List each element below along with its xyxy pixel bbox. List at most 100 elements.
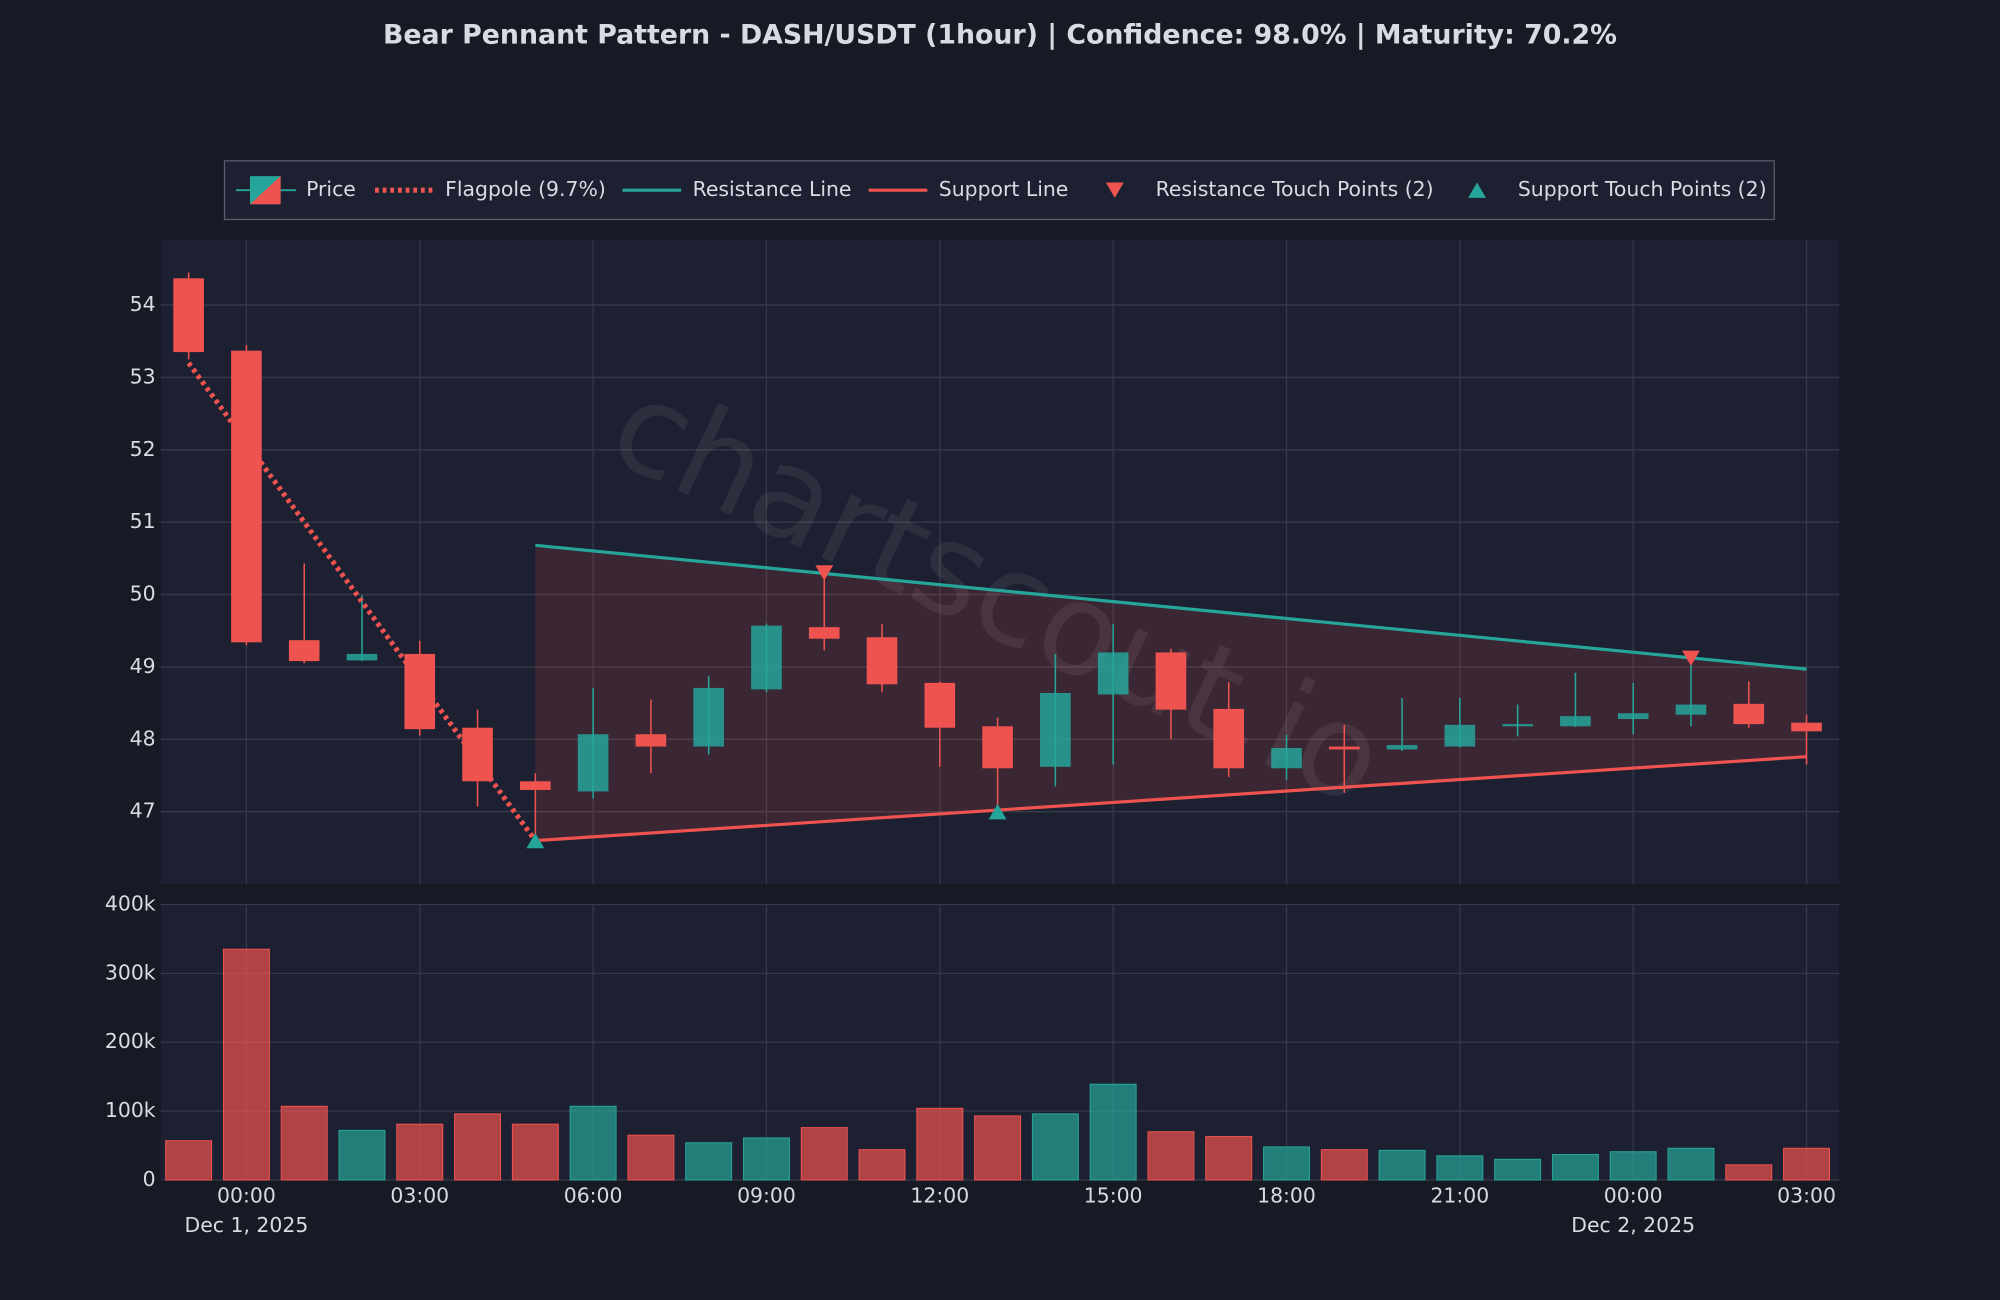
y-tick-label: 0 bbox=[143, 1167, 156, 1191]
candle-body bbox=[1040, 692, 1071, 767]
volume-bar bbox=[396, 1123, 444, 1181]
candle-body bbox=[635, 734, 667, 747]
volume-bar bbox=[1205, 1136, 1253, 1181]
candle-body bbox=[577, 734, 609, 792]
candle-body bbox=[1386, 745, 1418, 750]
y-tick-label: 51 bbox=[130, 509, 156, 533]
candle-body bbox=[1271, 747, 1302, 769]
candle-body bbox=[1502, 724, 1533, 727]
candle-body bbox=[1444, 724, 1476, 747]
volume-bar bbox=[800, 1127, 848, 1181]
candle-body bbox=[1155, 652, 1187, 710]
touch-point bbox=[988, 804, 1007, 820]
x-tick-label: 00:00 bbox=[217, 1184, 276, 1208]
x-date-label: Dec 1, 2025 bbox=[185, 1213, 309, 1237]
legend-label: Resistance Touch Points (2) bbox=[1156, 177, 1434, 201]
candle-body bbox=[808, 627, 840, 639]
candle-body bbox=[1097, 652, 1129, 695]
touch-point bbox=[815, 565, 834, 581]
y-tick-label: 100k bbox=[105, 1098, 156, 1122]
y-tick-label: 49 bbox=[130, 654, 156, 678]
candle-body bbox=[751, 625, 782, 690]
legend-label: Support Touch Points (2) bbox=[1518, 177, 1767, 201]
y-tick-label: 300k bbox=[105, 960, 156, 984]
volume-bar bbox=[916, 1107, 964, 1181]
volume-bar bbox=[280, 1105, 328, 1181]
legend-label: Support Line bbox=[939, 177, 1069, 201]
x-date-label: Dec 2, 2025 bbox=[1571, 1213, 1695, 1237]
y-tick-label: 53 bbox=[130, 364, 156, 388]
volume-bar bbox=[1263, 1146, 1310, 1181]
volume-bar bbox=[1609, 1151, 1657, 1181]
volume-bar bbox=[165, 1140, 213, 1181]
legend-label: Resistance Line bbox=[693, 177, 852, 201]
volume-bar bbox=[627, 1134, 675, 1181]
candle-body bbox=[982, 726, 1013, 769]
candle-body bbox=[173, 278, 204, 353]
legend-label: Price bbox=[306, 177, 356, 201]
volume-bar bbox=[511, 1123, 559, 1181]
volume-bar bbox=[1725, 1164, 1773, 1181]
touch-point bbox=[526, 832, 545, 849]
volume-bar bbox=[454, 1113, 502, 1181]
x-tick-label: 21:00 bbox=[1430, 1184, 1489, 1208]
candle-body bbox=[1733, 703, 1765, 725]
candle-body bbox=[231, 350, 262, 643]
volume-bar bbox=[1147, 1131, 1195, 1181]
candle-body bbox=[866, 637, 898, 685]
volume-bar bbox=[1494, 1158, 1542, 1181]
legend-swatch bbox=[1105, 182, 1124, 198]
volume-bar bbox=[974, 1115, 1022, 1181]
volume-bar bbox=[1783, 1147, 1831, 1181]
candle-body bbox=[1328, 746, 1360, 750]
x-tick-label: 12:00 bbox=[910, 1184, 969, 1208]
candle-body bbox=[1560, 716, 1591, 727]
touch-point bbox=[1682, 650, 1700, 666]
x-tick-label: 18:00 bbox=[1257, 1184, 1316, 1208]
volume-bar bbox=[1436, 1155, 1484, 1181]
y-tick-label: 54 bbox=[130, 292, 156, 316]
candle-body bbox=[693, 687, 724, 747]
y-tick-label: 48 bbox=[130, 726, 156, 750]
x-tick-label: 09:00 bbox=[737, 1184, 796, 1208]
pattern-line bbox=[186, 361, 538, 843]
volume-bar bbox=[569, 1105, 617, 1181]
chart-title: Bear Pennant Pattern - DASH/USDT (1hour)… bbox=[383, 19, 1617, 50]
candle-body bbox=[404, 653, 436, 730]
pattern-line bbox=[535, 543, 1807, 671]
volume-bar bbox=[1089, 1083, 1137, 1181]
volume-bar bbox=[685, 1142, 733, 1181]
y-tick-label: 50 bbox=[130, 582, 156, 606]
candle-body bbox=[520, 781, 551, 790]
y-tick-label: 47 bbox=[130, 799, 156, 823]
y-tick-label: 52 bbox=[130, 437, 156, 461]
legend-label: Flagpole (9.7%) bbox=[445, 177, 606, 201]
volume-bar bbox=[222, 948, 270, 1181]
x-tick-label: 15:00 bbox=[1084, 1184, 1143, 1208]
price-panel bbox=[160, 239, 1840, 885]
y-tick-label: 400k bbox=[105, 891, 156, 915]
candle-body bbox=[1213, 708, 1245, 769]
candle-body bbox=[288, 640, 320, 662]
candle-body bbox=[1791, 722, 1822, 732]
legend-swatch bbox=[1468, 182, 1486, 198]
volume-bar bbox=[742, 1137, 790, 1181]
volume-bar bbox=[858, 1149, 906, 1181]
pattern-line bbox=[535, 755, 1807, 843]
volume-bar bbox=[1667, 1147, 1715, 1181]
y-tick-label: 200k bbox=[105, 1029, 156, 1053]
legend-box bbox=[223, 160, 1775, 221]
volume-bar bbox=[1031, 1113, 1079, 1181]
candle-body bbox=[1617, 713, 1649, 720]
candle-body bbox=[1675, 704, 1707, 715]
candle-body bbox=[346, 653, 378, 661]
x-tick-label: 03:00 bbox=[390, 1184, 449, 1208]
candle-body bbox=[924, 682, 956, 728]
volume-bar bbox=[1320, 1149, 1368, 1181]
x-tick-label: 03:00 bbox=[1777, 1184, 1836, 1208]
volume-bar bbox=[1551, 1153, 1599, 1181]
x-tick-label: 06:00 bbox=[564, 1184, 623, 1208]
volume-bar bbox=[1378, 1149, 1426, 1181]
